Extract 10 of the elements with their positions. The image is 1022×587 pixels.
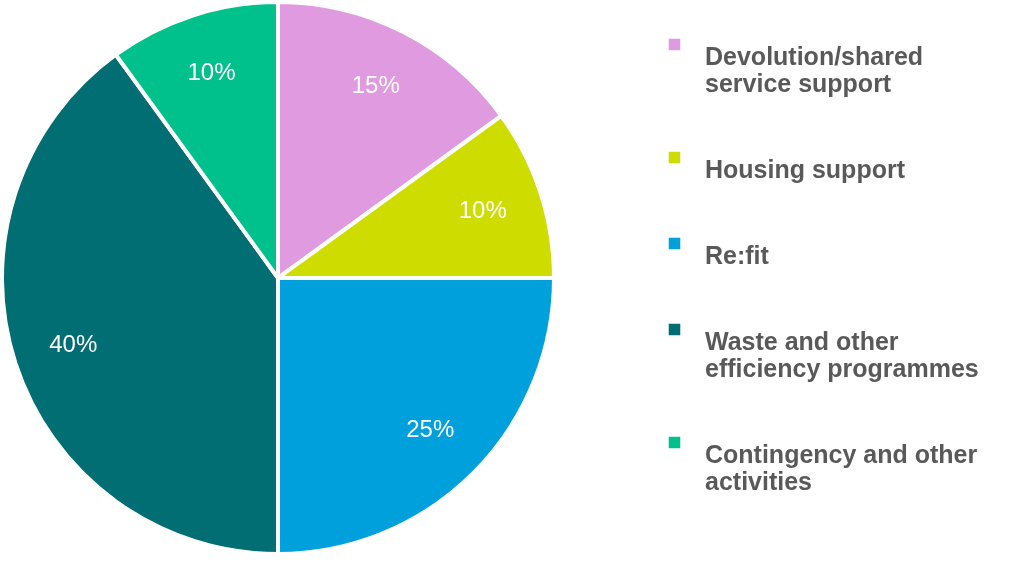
legend-label: Waste and other efficiency programmes [705, 326, 979, 382]
data-label: 15% [351, 71, 400, 99]
data-label: 25% [406, 415, 455, 443]
data-label: 10% [187, 58, 236, 86]
legend-label: Contingency and other activities [705, 439, 978, 495]
legend-label: Re:fit [705, 240, 770, 269]
data-label: 40% [49, 329, 98, 357]
data-label: 10% [458, 196, 507, 224]
legend-label: Housing support [705, 154, 906, 183]
legend-label: Devolution/shared service support [705, 41, 924, 97]
